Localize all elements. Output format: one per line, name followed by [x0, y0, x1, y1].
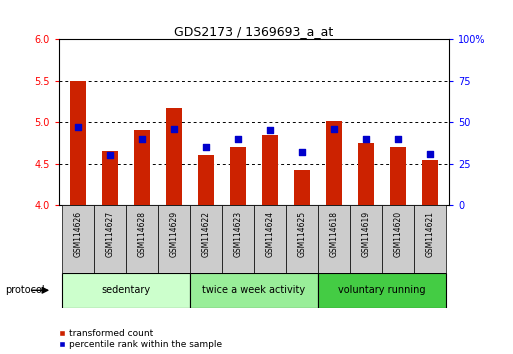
Legend: transformed count, percentile rank within the sample: transformed count, percentile rank withi… — [58, 329, 222, 349]
Point — [106, 153, 114, 158]
Bar — [166, 108, 182, 205]
Bar — [318, 273, 446, 308]
Text: GSM114627: GSM114627 — [106, 211, 114, 257]
Bar — [158, 205, 190, 273]
Bar — [126, 205, 158, 273]
Bar — [286, 205, 318, 273]
Bar — [358, 143, 374, 205]
Point — [393, 136, 402, 142]
Bar — [62, 273, 190, 308]
Bar — [350, 205, 382, 273]
Point — [74, 124, 82, 130]
Bar — [62, 205, 94, 273]
Title: GDS2173 / 1369693_a_at: GDS2173 / 1369693_a_at — [174, 25, 333, 38]
Bar — [190, 205, 222, 273]
Text: GSM114621: GSM114621 — [425, 211, 434, 257]
Text: sedentary: sedentary — [102, 285, 151, 295]
Point — [170, 126, 178, 132]
Text: GSM114622: GSM114622 — [202, 211, 210, 257]
Text: GSM114626: GSM114626 — [74, 211, 83, 257]
Bar — [230, 147, 246, 205]
Bar — [94, 205, 126, 273]
Text: GSM114623: GSM114623 — [233, 211, 243, 257]
Text: GSM114628: GSM114628 — [137, 211, 147, 257]
Bar — [190, 273, 318, 308]
Text: GSM114629: GSM114629 — [169, 211, 179, 257]
Bar — [102, 151, 118, 205]
Bar — [382, 205, 413, 273]
Point — [234, 136, 242, 142]
Point — [330, 126, 338, 132]
Bar — [318, 205, 350, 273]
Point — [362, 136, 370, 142]
Bar — [70, 80, 86, 205]
Text: GSM114624: GSM114624 — [265, 211, 274, 257]
Text: GSM114618: GSM114618 — [329, 211, 339, 257]
Bar — [294, 170, 310, 205]
Text: voluntary running: voluntary running — [338, 285, 425, 295]
Bar — [390, 147, 406, 205]
Point — [426, 151, 434, 156]
Text: GSM114625: GSM114625 — [298, 211, 306, 257]
Bar — [413, 205, 446, 273]
Text: twice a week activity: twice a week activity — [202, 285, 306, 295]
Bar — [326, 121, 342, 205]
Text: GSM114620: GSM114620 — [393, 211, 402, 257]
Point — [138, 136, 146, 142]
Point — [202, 144, 210, 150]
Bar — [222, 205, 254, 273]
Bar — [134, 130, 150, 205]
Bar — [422, 160, 438, 205]
Point — [298, 149, 306, 155]
Text: GSM114619: GSM114619 — [361, 211, 370, 257]
Bar — [262, 135, 278, 205]
Point — [266, 128, 274, 133]
Bar — [254, 205, 286, 273]
Bar — [198, 155, 214, 205]
Text: protocol: protocol — [5, 285, 45, 295]
